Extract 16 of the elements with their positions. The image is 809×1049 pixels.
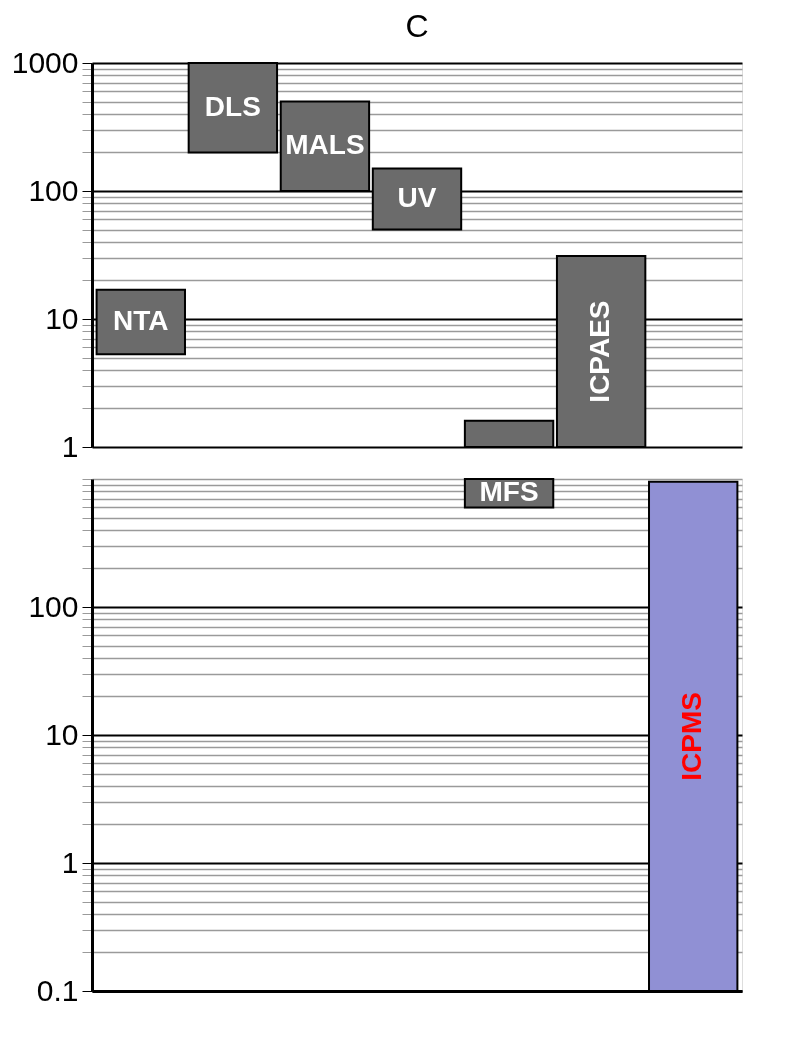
y-tick-label: 1 [61,845,79,879]
y-tick-label: 1000 [11,45,79,79]
y-tick-label: 100 [28,173,79,207]
x-tick-label: DLS [204,90,261,122]
y-tick-label: 1 [61,429,79,463]
x-tick-label: MALS [285,129,365,161]
chart-title: C [405,8,429,44]
x-tick-label: UV [397,182,437,213]
y-tick-label: 10 [45,301,79,335]
x-tick-label: MFS [479,476,539,508]
x-tick-label: ICPMS [676,692,708,781]
y-tick-label: 0.1 [36,973,79,1007]
y-tick-label: 10 [45,717,79,751]
y-tick-label: 100 [28,589,79,623]
x-tick-label: NTA [113,305,169,337]
x-tick-label: ICPAES [584,300,616,403]
